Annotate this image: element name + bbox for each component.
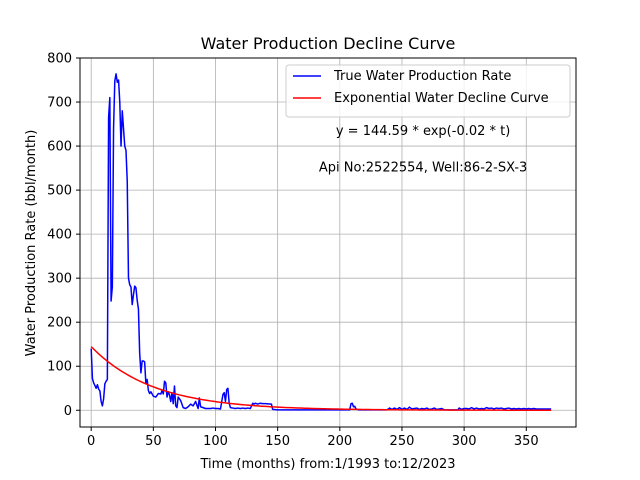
x-tick-label: 350 — [514, 434, 539, 449]
x-tick-label: 100 — [203, 434, 228, 449]
y-tick-label: 100 — [47, 360, 72, 375]
legend-label-exp-fit: Exponential Water Decline Curve — [334, 91, 549, 106]
x-axis-title: Time (months) from:1/1993 to:12/2023 — [199, 457, 455, 472]
legend-label-true-rate: True Water Production Rate — [333, 69, 511, 84]
y-tick-label: 200 — [47, 316, 72, 331]
x-tick-label: 250 — [390, 434, 415, 449]
series-line-exponential-fit — [90, 346, 552, 411]
x-tick-label: 200 — [327, 434, 352, 449]
legend-box — [285, 64, 571, 118]
plot-series — [90, 73, 552, 411]
y-tick-label: 700 — [47, 96, 72, 111]
annotation-1: Api No:2522554, Well:86-2-SX-3 — [319, 160, 527, 175]
chart-title: Water Production Decline Curve — [201, 34, 456, 53]
y-axis-title: Water Production Rate (bbl/month) — [24, 130, 39, 357]
legend: True Water Production Rate Exponential W… — [285, 64, 571, 118]
series-line-true-water-rate — [90, 73, 552, 411]
annotations: y = 144.59 * exp(-0.02 * t) Api No:252255… — [319, 124, 527, 175]
y-tick-label: 0 — [64, 404, 72, 419]
y-tick-label: 400 — [47, 228, 72, 243]
x-tick-label: 150 — [265, 434, 290, 449]
y-tick-label: 800 — [47, 52, 72, 67]
y-tick-label: 500 — [47, 184, 72, 199]
annotation-0: y = 144.59 * exp(-0.02 * t) — [336, 124, 510, 139]
axis-ticks: 0 50 100 150 200 250 300 350 0 100 200 300 400 500 600… — [47, 52, 539, 450]
plot-frame — [79, 57, 577, 428]
y-tick-label: 600 — [47, 140, 72, 155]
x-tick-label: 300 — [452, 434, 477, 449]
y-tick-label: 300 — [47, 272, 72, 287]
x-tick-label: 50 — [145, 434, 162, 449]
x-tick-label: 0 — [87, 434, 95, 449]
